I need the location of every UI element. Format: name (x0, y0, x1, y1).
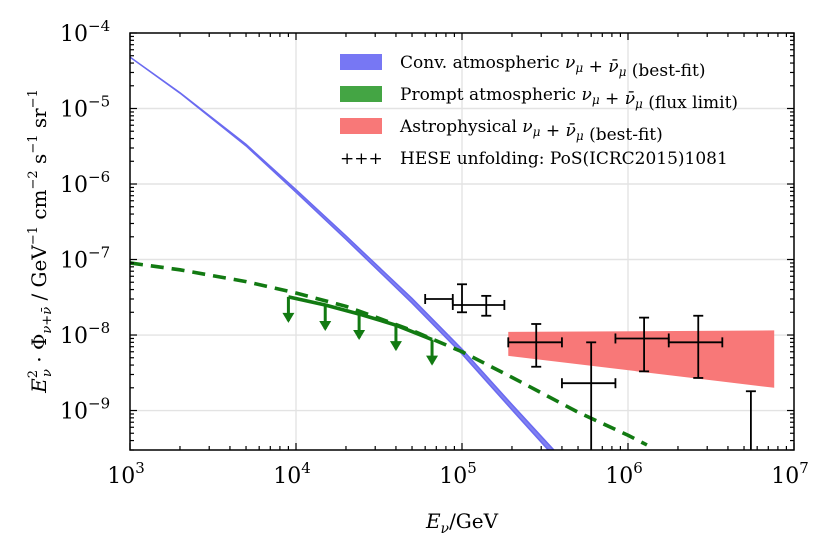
y-tick-label: 10−4 (60, 17, 110, 47)
legend-marker: +++ (340, 149, 383, 169)
y-tick-exp: −6 (88, 168, 110, 186)
legend-label-part: + (540, 121, 565, 141)
x-tick-base: 10 (439, 464, 467, 489)
hese-point (614, 316, 670, 373)
prompt-limit-line (288, 295, 433, 342)
legend-label-part: (best-fit) (584, 125, 663, 145)
upper-limit-arrow-head (282, 312, 295, 323)
legend-label-part: ν̄ (625, 89, 635, 109)
hese-point (667, 314, 724, 379)
legend-label-part: Astrophysical (399, 117, 522, 137)
x-tick-base: 10 (107, 464, 135, 489)
legend-label-part: (best-fit) (626, 61, 705, 81)
hese-point (745, 390, 756, 450)
y-tick-exp: −5 (88, 93, 110, 111)
plot-area (130, 56, 775, 450)
y-tick-label: 10−5 (60, 93, 110, 123)
x-tick-exp: 3 (135, 459, 145, 477)
legend-label-part: μ (635, 97, 643, 111)
x-tick-base: 10 (273, 464, 301, 489)
y-tick-exp: −9 (88, 395, 110, 413)
legend-item: Prompt atmospheric νμ + ν̄μ (flux limit) (340, 85, 738, 113)
upper-limit-arrow-head (426, 355, 439, 366)
legend-label-part: ν̄ (566, 121, 576, 141)
legend-label-part: + (600, 89, 625, 109)
legend-label-part: Conv. atmospheric (400, 53, 565, 73)
y-tick-label: 10−8 (60, 319, 110, 349)
upper-limit-arrow-head (319, 320, 332, 331)
x-tick-exp: 5 (467, 459, 477, 477)
x-tick-label: 106 (605, 459, 643, 489)
legend-label: Astrophysical νμ + ν̄μ (best-fit) (399, 117, 663, 145)
legend-label: HESE unfolding: PoS(ICRC2015)1081 (400, 149, 728, 169)
x-tick-label: 105 (439, 459, 477, 489)
legend-label-part: μ (576, 129, 584, 143)
x-tick-base: 10 (605, 464, 633, 489)
legend-swatch (340, 54, 382, 70)
y-tick-base: 10 (60, 324, 88, 349)
y-tick-exp: −8 (88, 319, 110, 337)
y-tick-base: 10 (60, 249, 88, 274)
y-tick-base: 10 (60, 173, 88, 198)
legend: Conv. atmospheric νμ + ν̄μ (best-fit)Pro… (340, 53, 738, 169)
legend-label-part: ν (581, 85, 591, 105)
x-tick-exp: 4 (301, 459, 311, 477)
y-tick-label: 10−6 (60, 168, 110, 198)
grid (130, 33, 794, 450)
x-tick-label: 104 (273, 459, 311, 489)
svg-text:E2ν · Φν+ν̄ / GeV−1 cm−2 s−1 s: E2ν · Φν+ν̄ / GeV−1 cm−2 s−1 sr−1 (26, 89, 55, 394)
legend-label-part: μ (592, 93, 600, 107)
legend-label-part: ν (522, 117, 532, 137)
hese-point (451, 294, 506, 317)
legend-label-part: Prompt atmospheric (400, 85, 581, 105)
legend-label-part: μ (533, 125, 541, 139)
astrophysical-band (508, 330, 775, 388)
legend-label-part: (flux limit) (643, 93, 738, 113)
legend-swatch (340, 86, 382, 102)
legend-label-part: + (583, 57, 608, 77)
y-tick-label: 10−9 (60, 395, 110, 425)
upper-limit-arrow-head (353, 330, 366, 341)
conventional-atmospheric-band (130, 56, 555, 450)
x-tick-base: 10 (771, 464, 799, 489)
legend-item: +++ HESE unfolding: PoS(ICRC2015)1081 (340, 149, 728, 169)
y-tick-base: 10 (60, 98, 88, 123)
x-tick-label: 103 (107, 459, 145, 489)
y-axis-label: E2ν · Φν+ν̄ / GeV−1 cm−2 s−1 sr−1 (26, 89, 55, 394)
hese-point (561, 341, 617, 450)
x-tick-exp: 6 (633, 459, 643, 477)
y-tick-base: 10 (60, 22, 88, 47)
x-tick-label: 107 (771, 459, 809, 489)
y-tick-label: 10−7 (60, 244, 110, 274)
legend-label-part: ν̄ (608, 57, 618, 77)
x-tick-exp: 7 (799, 459, 809, 477)
y-tick-exp: −4 (88, 17, 110, 35)
legend-label: Conv. atmospheric νμ + ν̄μ (best-fit) (400, 53, 705, 81)
legend-item: Astrophysical νμ + ν̄μ (best-fit) (340, 117, 663, 145)
legend-label-part: μ (575, 61, 583, 75)
upper-limit-arrow-head (389, 341, 402, 352)
legend-swatch (340, 118, 382, 134)
y-tick-exp: −7 (88, 244, 110, 262)
legend-label: Prompt atmospheric νμ + ν̄μ (flux limit) (400, 85, 738, 113)
prompt-dashed-line (130, 261, 648, 447)
hese-point (507, 323, 563, 368)
y-tick-base: 10 (60, 400, 88, 425)
legend-label-part: μ (619, 65, 627, 79)
legend-label-part: HESE unfolding: PoS(ICRC2015)1081 (400, 149, 728, 169)
legend-label-part: ν (565, 53, 575, 73)
legend-item: Conv. atmospheric νμ + ν̄μ (best-fit) (340, 53, 705, 81)
hese-point (424, 283, 467, 314)
x-axis-label: Eν/GeV (425, 509, 499, 537)
